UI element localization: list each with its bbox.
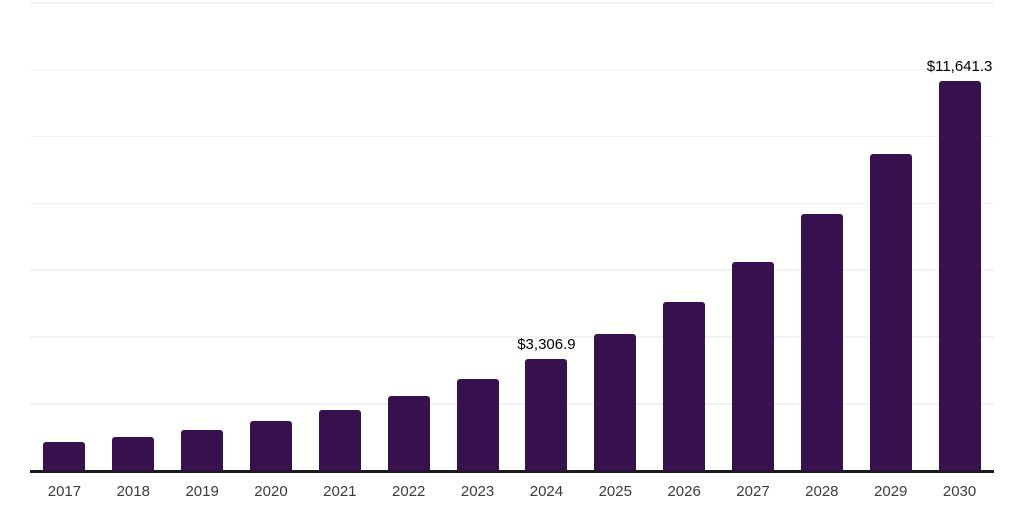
bar-2025[interactable]	[594, 333, 637, 471]
bar-2017[interactable]	[43, 442, 86, 471]
gridline	[30, 403, 994, 405]
bar-2018[interactable]	[112, 437, 155, 471]
x-tick-label-2018: 2018	[116, 483, 150, 500]
bar-2030[interactable]	[938, 80, 981, 471]
x-axis-line	[30, 470, 994, 473]
bar-2021[interactable]	[318, 410, 361, 471]
bar-2028[interactable]	[800, 214, 843, 471]
gridline	[30, 135, 994, 138]
x-tick-label-2026: 2026	[667, 483, 701, 500]
bar-2026[interactable]	[663, 301, 706, 471]
x-tick-label-2022: 2022	[392, 483, 426, 500]
x-tick-label-2027: 2027	[736, 483, 770, 500]
gridline	[30, 269, 994, 271]
x-tick-label-2030: 2030	[942, 483, 977, 500]
x-tick-label-2024: 2024	[529, 483, 564, 500]
x-tick-label-2021: 2021	[323, 483, 357, 500]
gridline	[30, 68, 994, 71]
x-tick-label-2025: 2025	[598, 483, 632, 500]
x-tick-label-2028: 2028	[805, 483, 839, 500]
x-tick-label-2017: 2017	[47, 483, 82, 500]
gridline	[30, 2, 994, 4]
bar-2022[interactable]	[387, 396, 430, 471]
bar-2029[interactable]	[869, 154, 912, 471]
bar-2023[interactable]	[456, 379, 499, 471]
bar-2020[interactable]	[250, 421, 292, 471]
bar-2019[interactable]	[181, 430, 224, 471]
x-tick-label-2019: 2019	[185, 483, 219, 500]
gridline	[30, 202, 994, 205]
data-label-2030: $11,641.3	[926, 57, 993, 75]
x-tick-label-2020: 2020	[254, 483, 288, 500]
bar-2024[interactable]	[525, 359, 568, 471]
x-tick-label-2029: 2029	[874, 483, 908, 500]
data-label-2024: $3,306.9	[517, 336, 576, 354]
x-tick-label-2023: 2023	[460, 483, 495, 500]
bar-2027[interactable]	[732, 262, 774, 471]
